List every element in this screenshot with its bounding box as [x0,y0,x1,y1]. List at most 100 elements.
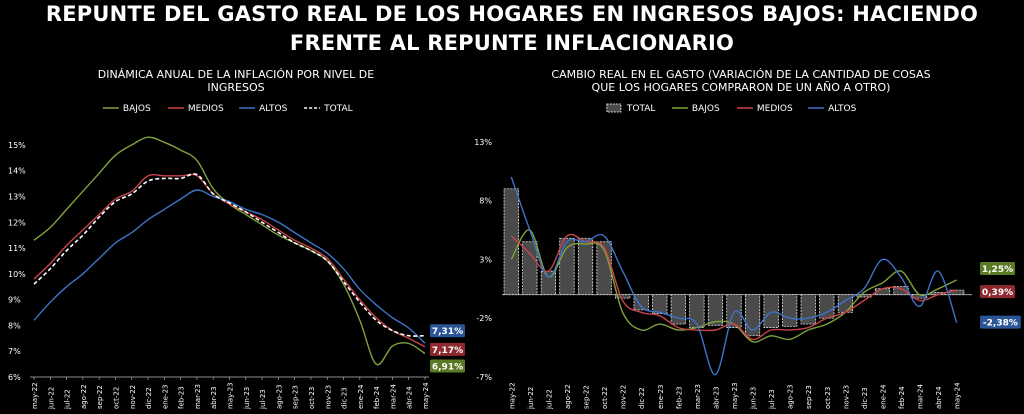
right-xtick-label: ago-23 [787,384,795,409]
right-xtick-label: feb-24 [898,386,906,409]
right-chart: CAMBIO REAL EN EL GASTO (VARIACIÓN DE LA… [474,68,1021,410]
left-end-label-altos: 7,31% [432,327,463,337]
left-xtick-label: mar-23 [194,384,202,409]
left-chart-end-labels: 6,91% 7,17% 7,31% [430,324,465,373]
right-bar-total [856,294,872,298]
left-xtick-label: oct-23 [308,387,316,409]
right-xtick-label: abr-24 [935,386,943,409]
right-bar-total [800,294,816,325]
legend-altos-label: ALTOS [828,104,857,114]
left-ytick-label: 6% [8,373,21,382]
right-xtick-label: jun-22 [527,387,535,410]
main-title-line1: REPUNTE DEL GASTO REAL DE LOS HOGARES EN… [45,2,979,26]
right-chart-title-line2: QUE LOS HOGARES COMPRARON DE UN AÑO A OT… [592,81,891,94]
left-xtick-label: jun-22 [47,387,55,410]
legend-total-label: TOTAL [626,104,656,114]
legend-total-swatch [606,103,622,113]
left-xtick-label: mar-24 [389,383,397,409]
left-xtick-label: dic-22 [145,387,153,409]
left-chart-title-line2: INGRESOS [207,81,264,94]
left-end-label-bajos-bg [430,359,465,373]
right-end-label-total-bg [980,285,1015,299]
left-series-total-line [33,173,426,337]
right-chart-end-labels: 1,25% 0,39% -2,38% [980,261,1021,329]
left-xtick-label: nov-23 [324,385,332,409]
left-xtick-label: may-22 [31,382,39,409]
right-xtick-label: nov-23 [842,385,850,409]
right-xtick-label: may-24 [954,382,962,409]
right-bar-total [689,294,705,328]
left-end-label-medios: 7,17% [432,346,463,356]
left-xtick-label: may-24 [422,382,430,409]
right-end-label-altos-bg [980,315,1021,329]
right-xtick-label: jul-22 [545,389,553,410]
right-xtick-label: sep-22 [583,385,591,409]
left-end-label-bajos: 6,91% [432,363,463,373]
left-ytick-label: 11% [8,244,26,253]
left-ytick-label: 10% [8,270,26,279]
left-xtick-label: abr-24 [406,386,414,409]
right-ytick-label: -2% [476,314,492,323]
right-xtick-label: ene-24 [879,384,887,409]
right-ytick-label: 8% [479,197,492,206]
left-chart-series [33,136,426,366]
right-xtick-label: nov-22 [620,385,628,409]
right-xtick-label: dic-23 [861,387,869,409]
left-chart: DINÁMICA ANUAL DE LA INFLACIÓN POR NIVEL… [8,68,465,410]
right-xtick-label: mar-24 [917,383,925,409]
left-xtick-label: ene-23 [161,385,169,409]
right-ytick-label: -7% [476,373,492,382]
left-ytick-label: 12% [8,218,26,227]
right-xtick-label: jul-23 [768,389,776,410]
right-bar-total [707,294,724,326]
right-bar-total [670,294,686,325]
right-chart-series [510,176,958,376]
right-end-label-bajos-bg [980,261,1015,275]
right-xtick-label: ago-22 [564,384,572,409]
main-title-line2: FRENTE AL REPUNTE INFLACIONARIO [289,31,735,55]
legend-total-label: TOTAL [323,104,353,114]
right-bar-total [633,294,649,311]
right-ytick-label: 3% [479,255,492,264]
legend-medios-label: MEDIOS [188,104,224,114]
left-xtick-label: feb-23 [178,386,186,409]
main-title: REPUNTE DEL GASTO REAL DE LOS HOGARES EN… [0,0,1024,58]
left-xtick-label: ene-24 [357,384,365,409]
right-xtick-label: jun-23 [750,387,758,410]
right-end-label-altos: -2,38% [983,319,1018,329]
left-xtick-label: sep-22 [96,385,104,409]
right-bar-total [893,286,909,296]
left-chart-title-line1: DINÁMICA ANUAL DE LA INFLACIÓN POR NIVEL… [98,68,374,81]
left-xtick-label: feb-24 [373,386,381,409]
right-xtick-label: may-22 [508,382,516,409]
right-end-label-bajos: 1,25% [982,265,1013,275]
right-chart-bars [503,188,965,337]
right-xtick-label: mar-23 [694,384,702,409]
left-end-label-altos-bg [430,324,465,338]
legend-bajos-label: BAJOS [123,104,151,114]
legend-bajos-label: BAJOS [692,104,720,114]
right-xtick-label: oct-22 [601,387,609,409]
right-xtick-label: dic-22 [638,387,646,409]
left-series-altos-line [33,189,426,344]
right-xtick-label: abr-23 [712,386,720,409]
left-xtick-label: ago-22 [80,384,88,409]
left-chart-axes: 6% 7% 8% 9% 10% 11% 12% 13% 14% 15% may-22 jun-22 ju… [8,141,430,410]
left-xtick-label: jul-22 [64,389,72,410]
left-xtick-label: jun-23 [243,387,251,410]
right-xtick-label: sep-23 [805,385,813,409]
left-ytick-label: 14% [8,167,26,176]
left-xtick-label: ago-23 [275,384,283,409]
left-xtick-label: abr-23 [210,386,218,409]
right-bar-total [577,237,594,296]
right-xtick-label: oct-23 [824,387,832,409]
right-ytick-label: 13% [474,138,492,147]
right-chart-title-line1: CAMBIO REAL EN EL GASTO (VARIACIÓN DE LA… [551,68,930,81]
left-ytick-label: 15% [8,141,26,150]
right-chart-legend: TOTAL BAJOS MEDIOS ALTOS [606,103,857,114]
right-series-altos-line [510,176,958,376]
legend-medios-label: MEDIOS [757,104,793,114]
right-bar-total [503,188,519,296]
left-series-medios-line [33,173,426,348]
